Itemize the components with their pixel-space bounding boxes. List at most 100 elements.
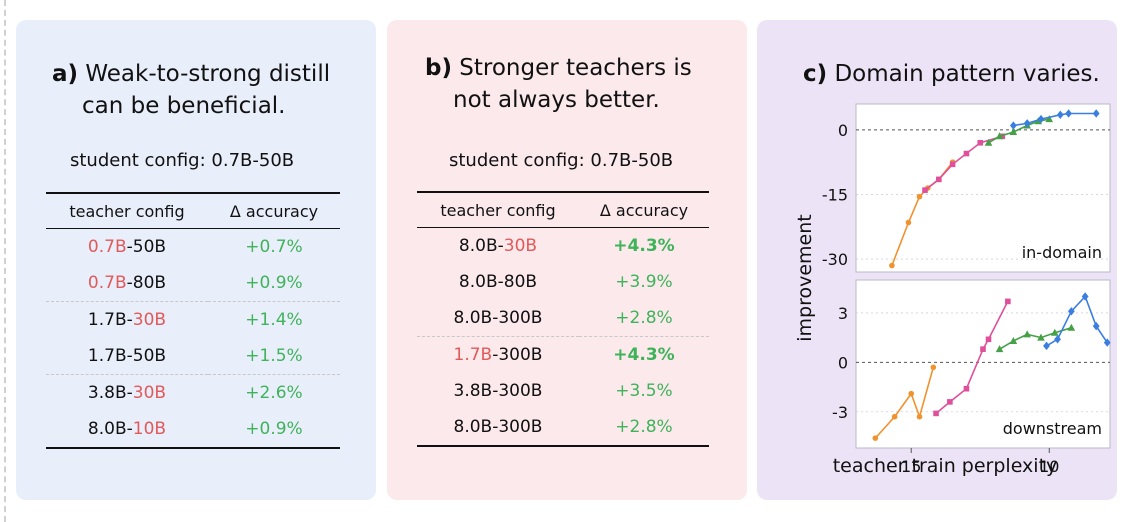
plot-area <box>855 103 1111 273</box>
data-point <box>1043 341 1050 351</box>
panel-b-title-line1: Stronger teachers is <box>459 55 692 81</box>
downstream-label: downstream <box>1003 419 1102 438</box>
panel-b-col-teacher: teacher config <box>417 191 579 228</box>
y-tick-label: -3 <box>832 403 848 422</box>
panel-a-title-line2: can be beneficial. <box>82 93 286 119</box>
panel-a-label: a) <box>52 61 79 87</box>
data-point <box>936 176 942 183</box>
panel-a-title: a) Weak-to-strong distill can be benefic… <box>52 58 330 122</box>
cfg-part: 3.8B- <box>87 383 133 403</box>
cfg-part: -50B <box>126 237 167 257</box>
x-axis-label: teacher train perplexity <box>833 455 1058 477</box>
data-point <box>947 399 953 405</box>
data-point <box>1037 114 1045 124</box>
data-point <box>1009 336 1018 344</box>
y-tick-label: -30 <box>822 250 848 269</box>
cfg-part: 8.0B-300B <box>453 308 543 328</box>
cfg-part: 1.7B-50B <box>87 346 167 366</box>
cfg-part: 1.7B- <box>87 310 133 330</box>
panel-a-student-config: student config: 0.7B-50B <box>70 150 295 171</box>
data-point <box>1009 121 1017 130</box>
y-tick-label: 0 <box>838 121 848 140</box>
data-point <box>889 262 895 269</box>
y-axis-label: improvement <box>794 214 816 342</box>
data-point <box>905 219 912 226</box>
data-point <box>949 161 956 168</box>
table-row: 0.7B-80B +0.9% <box>46 265 340 302</box>
delta-value: +4.3% <box>579 336 709 373</box>
cfg-part: 0.7B <box>87 237 127 257</box>
left-dashed-divider <box>4 0 6 522</box>
data-point <box>977 139 984 146</box>
panel-a-col-teacher: teacher config <box>46 192 208 229</box>
table-row: 8.0B-10B +0.9% <box>46 411 340 449</box>
panel-b-label: b) <box>425 55 452 81</box>
data-point <box>908 390 915 397</box>
data-point <box>891 413 898 420</box>
delta-value: +0.7% <box>245 237 303 257</box>
delta-value: +0.9% <box>245 273 303 293</box>
cfg-part: 30B <box>132 383 167 403</box>
data-point <box>985 336 992 343</box>
panel-a-col-delta: Δ accuracy <box>208 192 340 229</box>
table-row: 1.7B-30B +1.4% <box>46 301 340 338</box>
panel-b-student-config: student config: 0.7B-50B <box>449 150 674 171</box>
delta-value: +2.8% <box>615 308 673 328</box>
table-row: 8.0B-30B +4.3% <box>417 228 709 265</box>
data-point <box>1037 333 1045 341</box>
table-row: 0.7B-50B +0.7% <box>46 229 340 266</box>
data-point <box>963 150 970 157</box>
cfg-part: -80B <box>126 273 167 293</box>
data-point <box>1009 128 1018 135</box>
panel-c-label: c) <box>803 61 828 87</box>
delta-value: +1.5% <box>245 346 303 366</box>
panel-b: b) Stronger teachers is not always bette… <box>387 20 747 500</box>
cfg-part: 1.7B <box>453 345 493 365</box>
table-row: 8.0B-80B +3.9% <box>417 264 709 300</box>
y-tick-label: -15 <box>822 185 848 204</box>
data-point <box>1045 115 1054 123</box>
cfg-part: 10B <box>132 419 167 439</box>
data-point <box>1050 328 1059 336</box>
table-row: 1.7B-300B +4.3% <box>417 336 709 373</box>
cfg-part: 8.0B- <box>87 419 133 439</box>
panel-a-table: teacher config Δ accuracy 0.7B-50B +0.7%… <box>46 192 340 449</box>
table-row: 1.7B-50B +1.5% <box>46 338 340 375</box>
panel-b-title-line2: not always better. <box>453 87 660 113</box>
cfg-part: 0.7B <box>87 273 127 293</box>
data-point <box>1067 323 1076 331</box>
panel-a: a) Weak-to-strong distill can be benefic… <box>16 20 376 500</box>
data-point <box>1023 330 1031 338</box>
data-point <box>872 435 879 441</box>
cfg-part: 30B <box>132 310 167 330</box>
data-point <box>916 413 923 420</box>
data-point <box>980 346 986 352</box>
delta-value: +2.8% <box>579 409 709 447</box>
delta-value: +3.5% <box>615 381 673 401</box>
cfg-part: 8.0B-80B <box>458 272 538 292</box>
table-row: 3.8B-300B +3.5% <box>417 373 709 409</box>
panel-c-title: c) Domain pattern varies. <box>803 58 1100 90</box>
data-point <box>995 132 1004 140</box>
in-domain-label: in-domain <box>1022 243 1102 262</box>
delta-value: +0.9% <box>208 411 340 449</box>
data-point <box>995 345 1004 353</box>
data-point <box>922 187 928 193</box>
data-point <box>933 410 939 417</box>
delta-value: +3.9% <box>615 272 673 292</box>
delta-value: +1.4% <box>208 301 340 338</box>
panel-b-col-delta: Δ accuracy <box>579 191 709 228</box>
cfg-part: 8.0B- <box>458 236 504 256</box>
panel-b-title: b) Stronger teachers is not always bette… <box>425 52 692 116</box>
x-tick-label: 10 <box>1039 457 1059 476</box>
panel-c-title-text: Domain pattern varies. <box>834 61 1100 87</box>
y-tick-label: 3 <box>838 304 848 323</box>
cfg-part: -300B <box>492 345 543 365</box>
delta-value: +4.3% <box>613 236 675 256</box>
panel-a-title-line1: Weak-to-strong distill <box>85 61 331 87</box>
cfg-part: 30B <box>503 236 538 256</box>
data-point <box>1103 338 1111 347</box>
table-row: 8.0B-300B +2.8% <box>417 409 709 447</box>
data-point <box>999 133 1006 140</box>
panel-b-table: teacher config Δ accuracy 8.0B-30B +4.3%… <box>417 191 709 447</box>
